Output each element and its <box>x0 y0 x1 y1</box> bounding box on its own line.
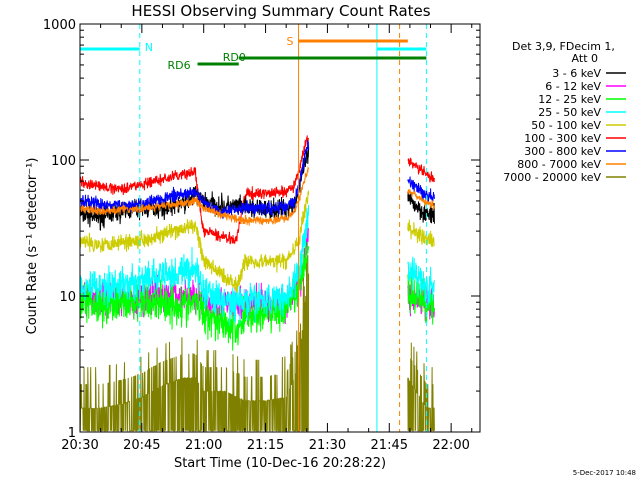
x-tick-label-5: 21:45 <box>371 438 408 453</box>
x-tick-label-6: 22:00 <box>432 438 469 453</box>
x-axis-label: Start Time (10-Dec-16 20:28:22) <box>174 456 386 471</box>
x-tick-label-1: 20:45 <box>123 438 160 453</box>
legend-header-line-0: Det 3,9, FDecim 1, <box>512 40 615 53</box>
series-line-8 <box>79 255 435 432</box>
state-label-1: S <box>287 35 294 48</box>
state-label-0: N <box>145 41 153 54</box>
series-line-3 <box>79 204 435 326</box>
x-tick-label-0: 20:30 <box>61 438 98 453</box>
x-tick-label-3: 21:15 <box>247 438 284 453</box>
series-line-4 <box>79 190 435 293</box>
legend-header-line-1: Att 0 <box>572 52 598 65</box>
state-label-2: RD0 <box>223 51 246 64</box>
legend-entry-0: 3 - 6 keV <box>552 67 601 80</box>
legend-entry-2: 12 - 25 keV <box>538 93 601 106</box>
state-label-3: RD6 <box>168 59 191 72</box>
timestamp: 5-Dec-2017 10:48 <box>573 469 636 477</box>
series-line-7 <box>79 166 435 226</box>
axes: 20:30 20:45 21:00 21:15 21:30 21:45 22:00 1 10 10… <box>43 18 481 453</box>
legend-entry-3: 25 - 50 keV <box>538 106 601 119</box>
x-tick-label-4: 21:30 <box>309 438 346 453</box>
y-tick-label-3: 1000 <box>43 18 76 33</box>
plot-frame <box>79 23 481 433</box>
legend-entry-8: 7000 - 20000 keV <box>503 171 601 184</box>
legend-entry-5: 100 - 300 keV <box>524 132 601 145</box>
series-line-5 <box>79 135 435 245</box>
y-tick-label-1: 10 <box>59 290 76 305</box>
y-tick-label-0: 1 <box>68 426 76 441</box>
y-axis-label: Count Rate (s⁻¹ detector⁻¹) <box>25 158 40 335</box>
legend-entry-4: 50 - 100 keV <box>531 119 601 132</box>
legend-entry-7: 800 - 7000 keV <box>517 158 601 171</box>
plot-area: N S RD0 RD6 <box>79 24 435 432</box>
legend-entry-6: 300 - 800 keV <box>524 145 601 158</box>
y-tick-label-2: 100 <box>51 154 76 169</box>
x-tick-label-2: 21:00 <box>185 438 222 453</box>
legend-entry-1: 6 - 12 keV <box>545 80 601 93</box>
chart-title: HESSI Observing Summary Count Rates <box>131 2 430 20</box>
series-line-6 <box>79 139 435 219</box>
